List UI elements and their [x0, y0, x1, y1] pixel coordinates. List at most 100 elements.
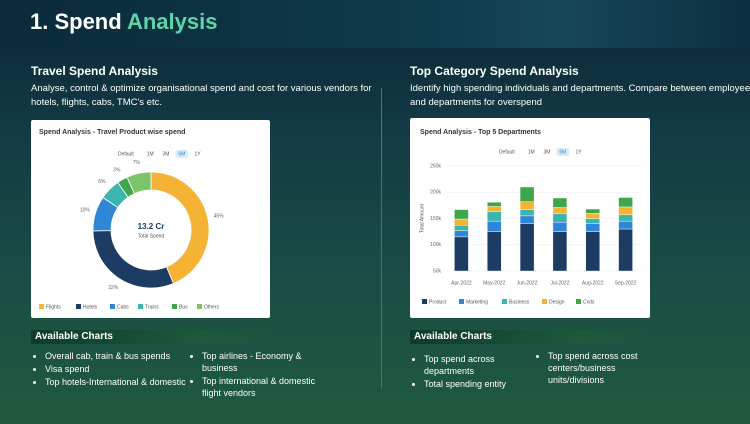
x-tick-label: Apr-2022	[451, 280, 472, 286]
x-tick-label: Aug-2022	[582, 280, 604, 286]
value-label: 45%	[214, 214, 225, 220]
range-button[interactable]: 3M	[544, 149, 551, 155]
section-description: Identify high spending individuals and d…	[410, 83, 750, 108]
legend-label: Hotels	[83, 304, 98, 310]
section-heading: Travel Spend Analysis	[31, 64, 158, 78]
x-tick-label: May-2022	[483, 280, 505, 286]
bullet-item: Top spend across departments	[424, 353, 534, 377]
legend-swatch	[576, 299, 581, 304]
y-tick-label: 50k	[433, 268, 442, 274]
chart: Spend Analysis - Travel Product wise spe…	[39, 129, 225, 310]
bullet-item: Top hotels-International & domestic	[45, 376, 205, 388]
available-title: Available Charts	[410, 330, 654, 344]
legend-swatch	[422, 299, 427, 304]
bar-segment	[552, 213, 568, 223]
bar-segment	[487, 206, 502, 212]
x-tick-label: Sep-2022	[615, 280, 637, 286]
bar-segment	[487, 220, 502, 232]
legend-label: Trains	[145, 304, 159, 310]
bullet-list: Top spend across cost centers/business u…	[536, 350, 668, 387]
y-axis-title: Total Amount	[419, 203, 425, 233]
slice	[150, 171, 210, 285]
range-button[interactable]: 1Y	[195, 151, 202, 157]
legend-swatch	[502, 299, 507, 304]
legend-label: Others	[204, 304, 220, 310]
title-prefix: 1. Spend	[30, 9, 122, 34]
bar-segment	[585, 218, 600, 224]
range-highlight	[175, 150, 189, 158]
bar-segment	[552, 207, 568, 214]
range-button[interactable]: 1M	[528, 149, 535, 155]
bar-segment	[618, 197, 633, 208]
bullet-item: Overall cab, train & bus spends	[45, 350, 205, 362]
bar-segment	[487, 211, 502, 222]
bar-segment	[585, 208, 600, 214]
x-tick-label: Jul-2022	[550, 280, 569, 286]
bar-segment	[454, 230, 469, 238]
legend-label: Product	[429, 299, 447, 305]
range-button[interactable]: 6M	[559, 149, 566, 155]
range-button[interactable]: Default	[118, 151, 134, 157]
bar-segment	[552, 197, 568, 208]
bar-segment	[618, 206, 633, 216]
title-highlight: Analysis	[126, 9, 218, 34]
y-tick-label: 250k	[430, 163, 441, 169]
divider	[381, 88, 382, 388]
bullet-list: Overall cab, train & bus spendsVisa spen…	[33, 350, 205, 389]
bullet-item: Top international & domestic flight vend…	[202, 375, 332, 399]
chart-card: Spend Analysis - Travel Product wise spe…	[31, 120, 270, 318]
center-value: 13.2 Cr	[138, 222, 165, 231]
legend-swatch	[197, 304, 202, 309]
range-button[interactable]: 1Y	[576, 149, 583, 155]
range-button[interactable]: Default	[499, 149, 515, 155]
bullet-list: Top spend across departmentsTotal spendi…	[412, 353, 534, 391]
section: Travel Spend Analysis Analyse, control &…	[31, 64, 381, 110]
section: Top Category Spend Analysis Identify hig…	[410, 64, 750, 110]
value-label: 10%	[80, 208, 91, 214]
bar-segment	[618, 228, 633, 272]
bar-segment	[454, 236, 469, 272]
chart-card: Spend Analysis - Top 5 Departments Defaul…	[410, 118, 650, 318]
x-tick-label: Jun-2022	[517, 280, 538, 286]
legend-swatch	[459, 299, 464, 304]
value-label: 6%	[98, 179, 106, 185]
legend-swatch	[110, 304, 115, 309]
legend-label: Bus	[179, 304, 188, 310]
legend-swatch	[76, 304, 81, 309]
chart-title: Spend Analysis - Top 5 Departments	[420, 129, 541, 136]
bar-segment	[519, 186, 535, 202]
value-label: 7%	[133, 160, 141, 166]
available-title: Available Charts	[31, 330, 275, 344]
legend-swatch	[542, 299, 547, 304]
legend-label: Cabs	[117, 304, 129, 310]
legend-label: Marketing	[466, 299, 488, 305]
legend-swatch	[172, 304, 177, 309]
bullet-item: Visa spend	[45, 363, 205, 375]
legend-label: Cxds	[583, 299, 595, 305]
bar-segment	[454, 225, 469, 231]
range-button[interactable]: 1M	[147, 151, 154, 157]
y-tick-label: 200k	[430, 190, 441, 196]
chart-title: Spend Analysis - Travel Product wise spe…	[39, 129, 185, 136]
bar-segment	[552, 231, 568, 272]
legend-label: Business	[509, 299, 530, 305]
center-label: Total Spend	[138, 233, 165, 239]
bar-segment	[618, 220, 633, 230]
bar-segment	[454, 209, 469, 220]
range-button[interactable]: 6M	[178, 151, 185, 157]
bar-segment	[552, 221, 568, 232]
bar-segment	[585, 223, 600, 232]
bullet-item: Top airlines - Economy & business	[202, 350, 332, 374]
chart: Spend Analysis - Top 5 Departments Defaul…	[419, 129, 642, 305]
y-tick-label: 100k	[430, 242, 441, 248]
bar-segment	[519, 223, 535, 272]
legend-swatch	[39, 304, 44, 309]
legend-swatch	[138, 304, 143, 309]
legend-label: Design	[549, 299, 565, 305]
bar-segment	[519, 209, 535, 217]
y-tick-label: 150k	[430, 216, 441, 222]
bar-segment	[519, 201, 535, 210]
bar-segment	[487, 231, 502, 272]
range-button[interactable]: 3M	[163, 151, 170, 157]
